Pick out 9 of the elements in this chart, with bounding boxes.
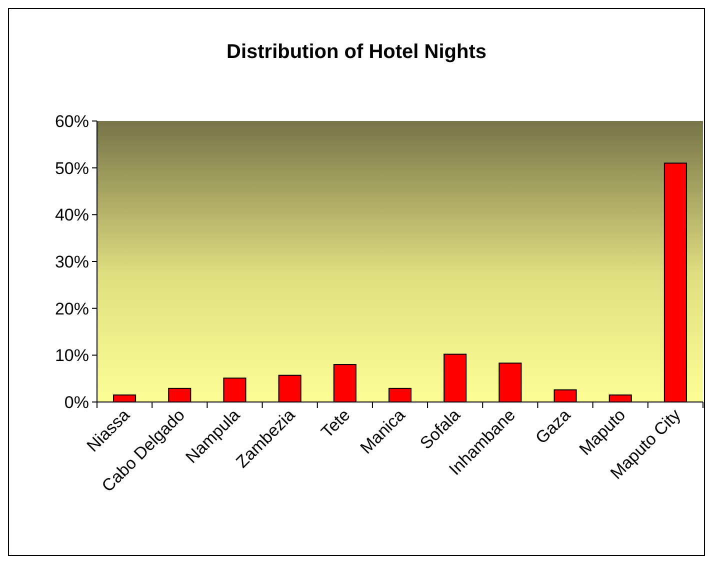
y-tick-label: 0% (64, 392, 89, 412)
y-tick-label: 50% (54, 158, 89, 178)
y-tick-label: 60% (54, 112, 89, 131)
y-tick-label: 30% (54, 252, 89, 272)
y-tick-label: 10% (54, 346, 89, 366)
chart-title: Distribution of Hotel Nights (226, 41, 486, 63)
y-tick-label: 40% (54, 206, 89, 225)
x-tick-label: Tete (318, 405, 354, 442)
y-tick-label: 20% (54, 299, 89, 318)
